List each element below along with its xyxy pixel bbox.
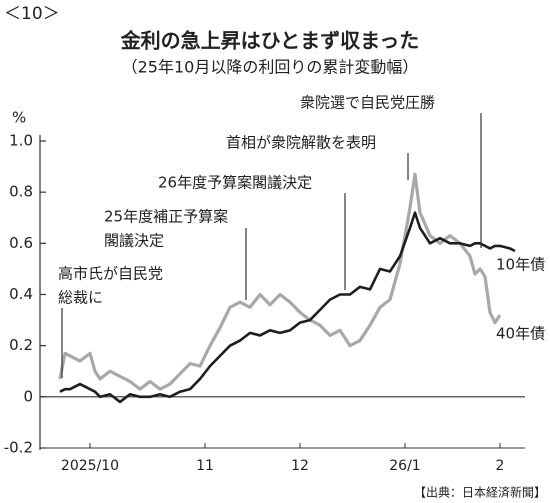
- y-tick-label: 0.8: [9, 183, 33, 201]
- x-tick-label: 11: [196, 458, 214, 474]
- annotation: 首相が衆院解散を表明: [226, 134, 376, 152]
- y-unit: %: [12, 109, 26, 127]
- annotation: 高市氏が自民党: [58, 265, 163, 283]
- x-tick-label: 26/1: [389, 458, 420, 474]
- legend-label: 40年債: [496, 325, 545, 343]
- series-line: [58, 172, 502, 391]
- y-tick-label: 0: [23, 387, 33, 405]
- x-tick-label: 12: [291, 458, 309, 474]
- annotation: 26年度予算案閣議決定: [158, 174, 312, 192]
- annotation: 閣議決定: [104, 232, 164, 250]
- chart-label: ＜10＞: [4, 4, 60, 24]
- annotation: 衆院選で自民党圧勝: [300, 94, 435, 112]
- chart-title: 金利の急上昇はひとまず収まった: [120, 29, 420, 53]
- annotation: 総裁に: [58, 289, 103, 307]
- y-tick-label: 0.4: [9, 285, 33, 303]
- series-line: [59, 211, 516, 404]
- chart-subtitle: （25年10月以降の利回りの累計変動幅）: [122, 58, 419, 77]
- y-tick-label: 1.0: [9, 132, 33, 150]
- x-tick-label: 2: [496, 458, 505, 474]
- x-tick-label: 2025/10: [61, 458, 119, 474]
- source: 【出典：日本経済新聞】: [414, 485, 546, 500]
- y-tick-label: 0.6: [9, 234, 33, 252]
- y-tick-label: -0.2: [4, 439, 33, 457]
- y-tick-label: 0.2: [9, 336, 33, 354]
- legend-label: 10年債: [496, 256, 545, 274]
- annotation: 25年度補正予算案: [104, 208, 228, 226]
